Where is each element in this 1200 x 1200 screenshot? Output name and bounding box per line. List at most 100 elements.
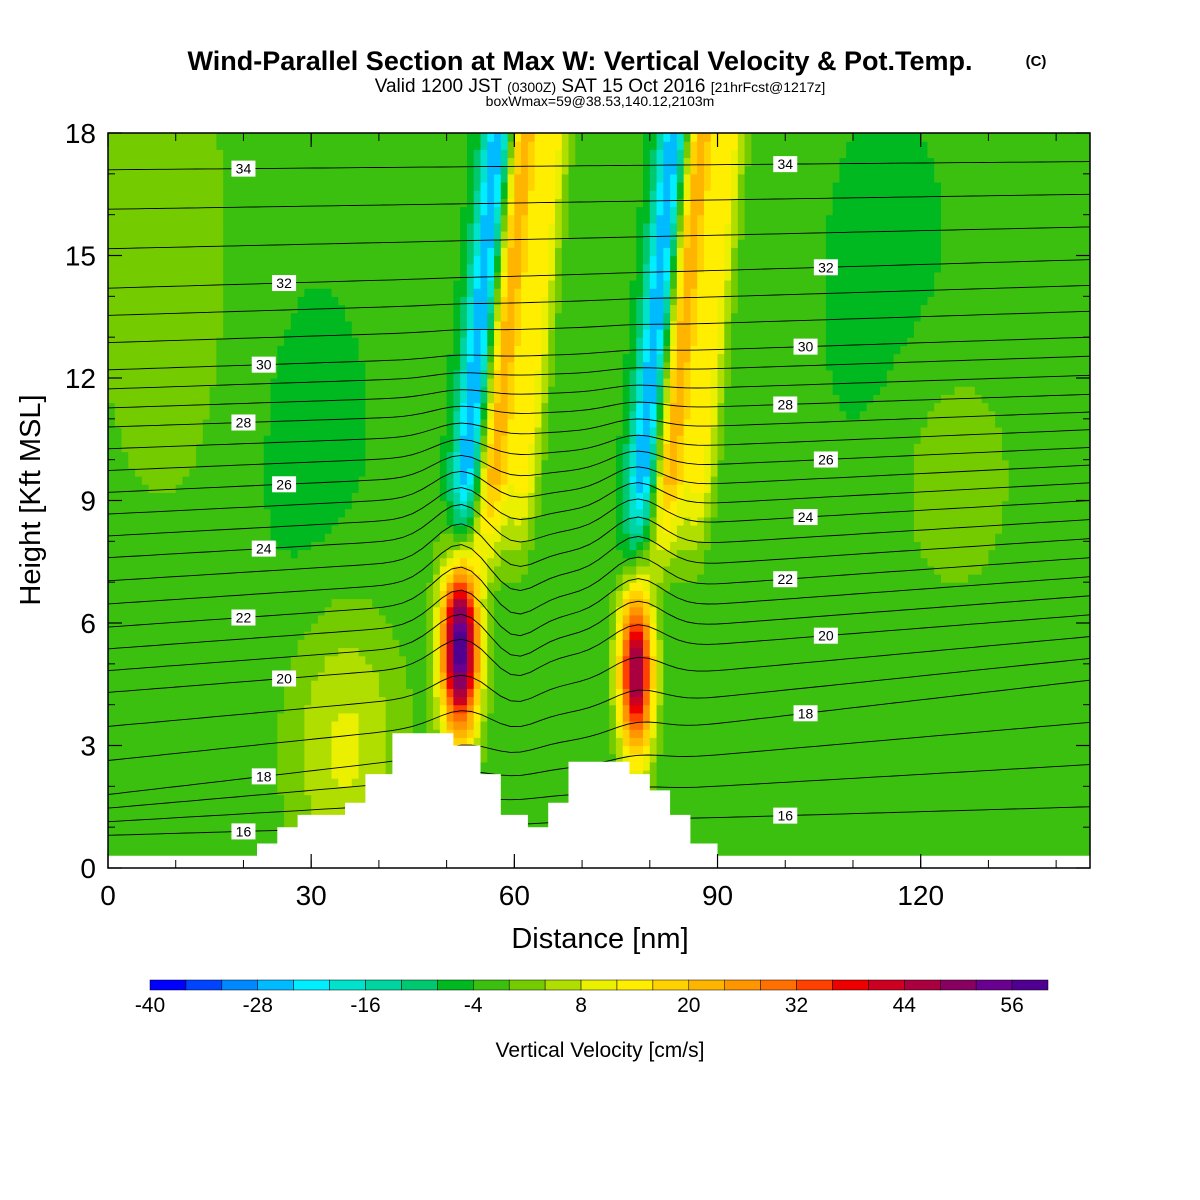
colorbar-bin bbox=[1011, 979, 1049, 991]
colorbar-bin bbox=[652, 979, 690, 991]
colorbar: -40 -28 -16 -4 8 20 32 44 56 bbox=[135, 979, 1049, 1017]
colorbar-tick-label: 20 bbox=[677, 994, 700, 1017]
valid-utc: (0300Z) bbox=[507, 79, 556, 95]
theta-contour-line bbox=[108, 556, 1090, 628]
x-tick-label: 120 bbox=[897, 880, 944, 911]
theta-contours bbox=[108, 161, 1090, 836]
theta-contour-line bbox=[108, 161, 1090, 171]
terrain bbox=[108, 733, 1090, 868]
colorbar-bin bbox=[257, 979, 294, 991]
theta-contour-line bbox=[108, 226, 1090, 250]
colorbar-bin bbox=[796, 979, 833, 991]
contour-label: 18 bbox=[793, 705, 818, 722]
theta-contour-line bbox=[108, 446, 1090, 493]
colorbar-bin bbox=[616, 979, 654, 991]
colorbar-tick-label: -28 bbox=[243, 994, 273, 1017]
contour-label: 24 bbox=[793, 509, 818, 526]
colorbar-title: Vertical Velocity [cm/s] bbox=[496, 1039, 705, 1062]
contour-label: 28 bbox=[231, 414, 256, 431]
colorbar-bin bbox=[149, 979, 187, 991]
plot-area: 16 16 18 18 20 20 22 22 24 24 26 26 28 28 30 30 32 32 34 34 bbox=[108, 133, 1090, 868]
y-tick-label: 3 bbox=[80, 731, 96, 762]
colorbar-bin bbox=[832, 979, 869, 991]
contour-label: 26 bbox=[813, 451, 838, 468]
colorbar-tick-label: 56 bbox=[1000, 994, 1023, 1017]
colorbar-bin bbox=[868, 979, 905, 991]
axes: 0 30 60 90 120 0 3 6 9 12 15 18 bbox=[65, 118, 1091, 911]
theta-contour-line bbox=[108, 429, 1090, 472]
theta-contour-line bbox=[108, 464, 1090, 515]
colorbar-bin bbox=[401, 979, 438, 991]
contour-label: 20 bbox=[272, 670, 297, 687]
colorbar-tick-label: -40 bbox=[135, 994, 165, 1017]
contour-label: 24 bbox=[251, 540, 276, 557]
colorbar-bin bbox=[544, 979, 582, 991]
colorbar-bin bbox=[760, 979, 797, 991]
colorbar-bin bbox=[904, 979, 941, 991]
contour-label: 16 bbox=[773, 807, 798, 824]
box-max-label: boxWmax=59@38.53,140.12,2103m bbox=[486, 93, 715, 109]
theta-contour-line bbox=[108, 535, 1090, 605]
contour-label: 34 bbox=[231, 160, 256, 177]
y-axis-label: Height [Kft MSL] bbox=[15, 394, 47, 605]
y-tick-label: 0 bbox=[80, 853, 96, 884]
contour-label: 18 bbox=[251, 768, 276, 785]
theta-contour-line bbox=[108, 595, 1090, 672]
colorbar-tick-label: 44 bbox=[893, 994, 917, 1017]
theta-contour-line bbox=[108, 259, 1090, 289]
y-tick-label: 15 bbox=[65, 241, 96, 272]
theta-contour-line bbox=[108, 193, 1090, 210]
contour-label: 32 bbox=[813, 259, 838, 276]
theta-contour-line bbox=[108, 374, 1090, 409]
valid-date: SAT 15 Oct 2016 bbox=[561, 76, 705, 97]
theta-contour-line bbox=[108, 482, 1090, 537]
contour-label: 30 bbox=[793, 338, 818, 355]
contour-label: 22 bbox=[773, 571, 798, 588]
colorbar-bin bbox=[688, 979, 725, 991]
y-tick-label: 6 bbox=[80, 608, 96, 639]
theta-contour-line bbox=[108, 657, 1090, 761]
theta-contour-line bbox=[108, 310, 1090, 344]
theta-contour-line bbox=[108, 393, 1090, 428]
x-tick-label: 60 bbox=[499, 880, 530, 911]
contour-label: 26 bbox=[272, 476, 297, 493]
colorbar-bin bbox=[724, 979, 761, 991]
contour-label: 30 bbox=[251, 356, 276, 373]
x-tick-label: 90 bbox=[702, 880, 733, 911]
colorbar-tick-label: -4 bbox=[464, 994, 483, 1017]
colorbar-bin bbox=[221, 979, 259, 991]
colorbar-bin bbox=[185, 979, 223, 991]
contour-label: 34 bbox=[773, 156, 798, 173]
contour-labels: 16 16 18 18 20 20 22 22 24 24 26 26 28 28 30 30 32 32 34 34 bbox=[231, 156, 838, 840]
valid-time-line: Valid 1200 JST (0300Z) SAT 15 Oct 2016 [… bbox=[375, 76, 826, 97]
copyright-mark: (C) bbox=[1026, 53, 1047, 70]
colorbar-tick-label: 8 bbox=[575, 994, 587, 1017]
y-tick-label: 18 bbox=[65, 118, 96, 149]
x-tick-label: 30 bbox=[296, 880, 327, 911]
colorbar-bin bbox=[365, 979, 402, 991]
colorbar-bin bbox=[975, 979, 1013, 991]
colorbar-bin bbox=[939, 979, 977, 991]
colorbar-bin bbox=[329, 979, 366, 991]
y-tick-label: 9 bbox=[80, 486, 96, 517]
x-axis-label: Distance [nm] bbox=[511, 923, 688, 955]
theta-contour-line bbox=[108, 411, 1090, 450]
contour-label: 32 bbox=[272, 275, 297, 292]
colorbar-bin bbox=[293, 979, 330, 991]
contour-label: 20 bbox=[813, 627, 838, 644]
colorbar-tick-label: -16 bbox=[350, 994, 380, 1017]
colorbar-tick-label: 32 bbox=[785, 994, 808, 1017]
x-tick-label: 0 bbox=[100, 880, 116, 911]
colorbar-bin bbox=[473, 979, 510, 991]
valid-prefix: Valid 1200 JST bbox=[375, 76, 503, 97]
theta-contour-line bbox=[108, 284, 1090, 316]
contour-label: 22 bbox=[231, 609, 256, 626]
theta-contour-line bbox=[108, 636, 1090, 727]
y-tick-label: 12 bbox=[65, 363, 96, 394]
contour-label: 28 bbox=[773, 396, 798, 413]
theta-contour-line bbox=[108, 576, 1090, 650]
forecast-label: [21hrFcst@1217z] bbox=[711, 79, 826, 95]
chart-title: Wind-Parallel Section at Max W: Vertical… bbox=[188, 46, 973, 76]
theta-contour-line bbox=[108, 355, 1090, 390]
